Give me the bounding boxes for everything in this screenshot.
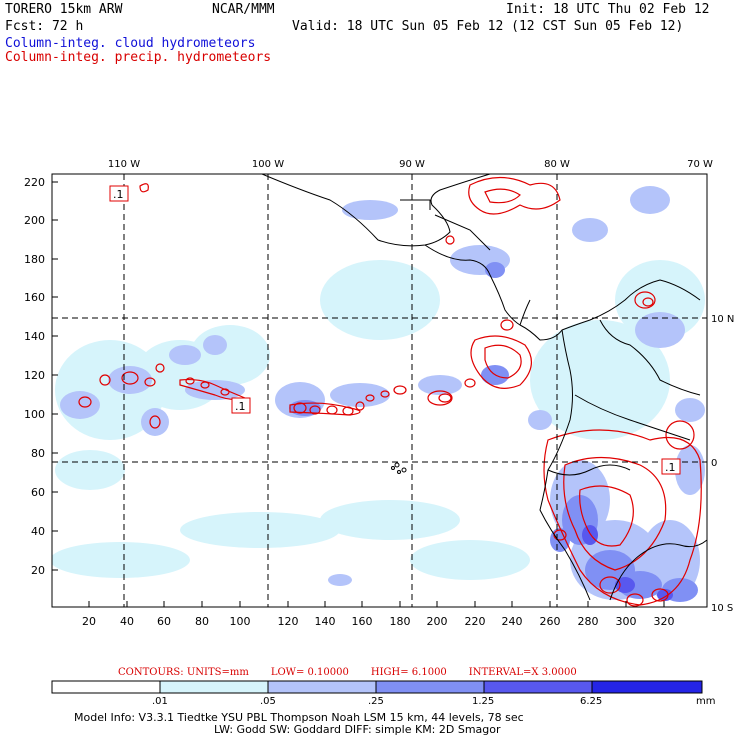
lat-label: 10 S (711, 603, 733, 614)
lon-label: 70 W (687, 159, 713, 170)
y-tick: 140 (24, 330, 45, 343)
contours-units: CONTOURS: UNITS=mm (118, 667, 249, 678)
y-tick: 60 (31, 486, 45, 499)
box-label: .1 (235, 400, 246, 413)
contour-box (109, 185, 129, 202)
colorbar-label: .05 (260, 696, 276, 707)
lon-label: 110 W (108, 159, 140, 170)
x-tick: 160 (352, 615, 373, 628)
axis-ticks (52, 181, 665, 607)
colorbar-bin (159, 680, 269, 694)
x-tick: 300 (616, 615, 637, 628)
contours-low: LOW= 0.10000 (270, 667, 349, 678)
x-tick: 220 (465, 615, 486, 628)
x-tick: 260 (540, 615, 561, 628)
colorbar-unit: mm (696, 696, 716, 707)
contours-high: HIGH= 6.1000 (370, 667, 447, 678)
legend-precip: Column-integ. precip. hydrometeors (5, 50, 272, 65)
y-tick: 40 (31, 525, 45, 538)
y-tick: 20 (31, 564, 45, 577)
y-tick: 180 (24, 253, 45, 266)
colorbar-bin (483, 680, 593, 694)
x-tick: 140 (315, 615, 336, 628)
colorbar (51, 680, 703, 694)
coastlines (261, 174, 707, 601)
x-tick: 200 (427, 615, 448, 628)
valid-time: Valid: 18 UTC Sun 05 Feb 12 (12 CST Sun … (292, 19, 684, 34)
x-tick: 40 (120, 615, 134, 628)
cloud-intense-shading (582, 525, 673, 601)
x-tick: 320 (654, 615, 675, 628)
x-tick: 180 (390, 615, 411, 628)
model-title: TORERO 15km ARW (5, 2, 123, 17)
box-label: .1 (665, 461, 676, 474)
lat-labels: 10 N 0 10 S (711, 314, 734, 614)
lon-labels: 110 W 100 W 90 W 80 W 70 W (108, 159, 713, 170)
colorbar-label: 6.25 (580, 696, 603, 707)
colorbar-bin (591, 680, 703, 694)
plot-frame (51, 173, 708, 608)
colorbar-label: .25 (368, 696, 384, 707)
init-time: Init: 18 UTC Thu 02 Feb 12 (506, 2, 710, 17)
contour-box (661, 458, 681, 475)
x-tick: 60 (157, 615, 171, 628)
model-info-line1: Model Info: V3.3.1 Tiedtke YSU PBL Thomp… (74, 711, 524, 724)
y-tick: 160 (24, 291, 45, 304)
model-info-line2: LW: Godd SW: Goddard DIFF: simple KM: 2D… (214, 723, 501, 736)
y-tick: 80 (31, 447, 45, 460)
y-tick-labels: 220 200 180 160 140 120 100 80 60 40 20 (24, 176, 45, 577)
colorbar-bin (267, 680, 377, 694)
lon-label: 90 W (399, 159, 425, 170)
y-tick: 100 (24, 408, 45, 421)
lon-label: 100 W (252, 159, 284, 170)
legend-cloud: Column-integ. cloud hydrometeors (5, 36, 256, 51)
x-tick: 100 (230, 615, 251, 628)
contour-box (231, 397, 251, 414)
colorbar-bin (51, 680, 161, 694)
y-tick: 200 (24, 214, 45, 227)
colorbar-label: .01 (152, 696, 168, 707)
x-tick-labels: 20 40 60 80 100 120 140 160 180 200 220 … (82, 615, 675, 628)
x-tick: 280 (578, 615, 599, 628)
y-tick: 220 (24, 176, 45, 189)
lat-label: 0 (711, 458, 717, 469)
x-tick: 80 (195, 615, 209, 628)
x-tick: 20 (82, 615, 96, 628)
contours-info: CONTOURS: UNITS=mm LOW= 0.10000 HIGH= 6.10… (118, 667, 599, 679)
map-fields (52, 174, 707, 607)
colorbar-bin (375, 680, 485, 694)
forecast-hour: Fcst: 72 h (5, 19, 84, 34)
contour-boxes: .1 .1 .1 (109, 185, 681, 475)
center-name: NCAR/MMM (212, 2, 275, 17)
lat-label: 10 N (711, 314, 734, 325)
graticule (52, 174, 707, 607)
x-tick: 120 (278, 615, 299, 628)
contours-interval: INTERVAL=X 3.0000 (468, 667, 577, 678)
lon-label: 80 W (544, 159, 570, 170)
colorbar-label: 1.25 (472, 696, 495, 707)
x-tick: 240 (502, 615, 523, 628)
box-label: .1 (113, 188, 124, 201)
y-tick: 120 (24, 369, 45, 382)
